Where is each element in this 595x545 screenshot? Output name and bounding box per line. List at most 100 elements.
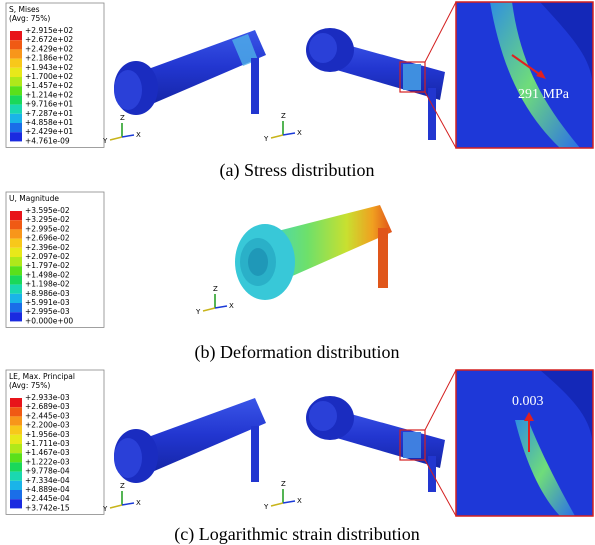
axis-arrow — [110, 137, 122, 140]
axis-arrow — [283, 501, 295, 503]
legend-band — [10, 77, 22, 86]
axis-label: X — [136, 499, 141, 507]
legend-band — [10, 105, 22, 114]
legend-label: +2.186e+02 — [25, 54, 73, 63]
legend-label: +1.222e-03 — [25, 457, 70, 466]
legend-band — [10, 490, 22, 499]
legend-label: +4.889e-04 — [25, 485, 70, 494]
legend-band — [10, 426, 22, 435]
strain-model-left — [114, 398, 266, 483]
legend-label: +9.716e+01 — [25, 100, 73, 109]
axis-label: X — [297, 129, 302, 137]
legend-label: +4.761e-09 — [25, 136, 70, 145]
legend-label: +2.445e-03 — [25, 411, 70, 420]
axis-arrow — [110, 505, 122, 508]
legend-title: S, Mises — [9, 5, 40, 14]
legend-band — [10, 257, 22, 266]
axis-arrow — [122, 135, 134, 137]
legend-label: +2.429e+01 — [25, 127, 73, 136]
legend-title: U, Magnitude — [9, 194, 59, 203]
legend-band — [10, 312, 22, 321]
legend-band — [10, 499, 22, 508]
axis-label: Z — [120, 114, 125, 122]
legend-title: (Avg: 75%) — [9, 14, 50, 23]
figure: 291 MPa 0.003 (a) Stress distribution (b… — [0, 0, 595, 545]
legend-band — [10, 407, 22, 416]
legend-label: +3.742e-15 — [25, 503, 70, 512]
legend-label: +2.429e+02 — [25, 44, 73, 53]
legend-title: LE, Max. Principal — [9, 372, 75, 381]
legend-label: +7.287e+01 — [25, 109, 73, 118]
legend-label: +1.457e+02 — [25, 81, 73, 90]
legend-band — [10, 114, 22, 123]
axis-label: Y — [102, 137, 108, 145]
axis-label: Y — [263, 135, 269, 143]
legend-label: +7.334e-04 — [25, 476, 70, 485]
axis-label: Y — [195, 308, 201, 316]
legend-band — [10, 435, 22, 444]
deformation-model — [235, 205, 392, 300]
stress-model-right — [306, 2, 456, 148]
legend-label: +2.445e-04 — [25, 494, 70, 503]
axis-label: Z — [281, 480, 286, 488]
legend-band — [10, 132, 22, 141]
legend-label: +1.214e+02 — [25, 90, 73, 99]
legend-label: +9.778e-04 — [25, 467, 70, 476]
legend-label: +2.396e-02 — [25, 243, 70, 252]
legend-label: +2.915e+02 — [25, 26, 73, 35]
legend-label: +2.097e-02 — [25, 252, 70, 261]
legend-band — [10, 211, 22, 220]
legend-label: +1.711e-03 — [25, 439, 70, 448]
legend-label: +1.956e-03 — [25, 430, 70, 439]
legend-label: +4.858e+01 — [25, 118, 73, 127]
legend-label: +1.700e+02 — [25, 72, 73, 81]
legend-band — [10, 472, 22, 481]
legend-band — [10, 49, 22, 58]
legend-band — [10, 481, 22, 490]
legend-band — [10, 453, 22, 462]
legend-label: +5.991e-03 — [25, 298, 70, 307]
legend-band — [10, 95, 22, 104]
legend-label: +8.986e-03 — [25, 289, 70, 298]
legend-band — [10, 266, 22, 275]
legend-title: (Avg: 75%) — [9, 381, 50, 390]
caption: (a) Stress distribution — [220, 160, 375, 181]
legend-band — [10, 285, 22, 294]
legend-band — [10, 248, 22, 257]
stress-annotation: 291 MPa — [518, 87, 570, 102]
legend-label: +3.295e-02 — [25, 215, 70, 224]
legend-band — [10, 416, 22, 425]
caption: (b) Deformation distribution — [195, 342, 400, 363]
axis-arrow — [271, 135, 283, 138]
legend-band — [10, 40, 22, 49]
legend-band — [10, 303, 22, 312]
axis-label: Z — [281, 112, 286, 120]
legend-band — [10, 220, 22, 229]
legend-band — [10, 462, 22, 471]
legend-label: +0.000e+00 — [25, 316, 73, 325]
legend-label: +2.689e-03 — [25, 402, 70, 411]
legend-label: +1.467e-03 — [25, 448, 70, 457]
strain-zoom — [456, 370, 593, 516]
legend-band — [10, 68, 22, 77]
legend-label: +1.198e-02 — [25, 280, 70, 289]
legend-band — [10, 123, 22, 132]
legend-label: +2.933e-03 — [25, 393, 70, 402]
axis-label: Z — [120, 482, 125, 490]
axis-arrow — [122, 503, 134, 505]
legend-label: +2.200e-03 — [25, 421, 70, 430]
axis-arrow — [283, 133, 295, 135]
caption: (c) Logarithmic strain distribution — [174, 524, 419, 545]
legend-label: +2.672e+02 — [25, 35, 73, 44]
legend-band — [10, 86, 22, 95]
legend-band — [10, 294, 22, 303]
stress-model-left — [114, 30, 266, 115]
legend-label: +1.498e-02 — [25, 270, 70, 279]
legend-band — [10, 229, 22, 238]
axis-label: Y — [263, 503, 269, 511]
axis-label: Z — [213, 285, 218, 293]
strain-annotation: 0.003 — [512, 394, 544, 409]
strain-model-right — [306, 370, 456, 516]
legend-band — [10, 59, 22, 68]
legend-label: +1.943e+02 — [25, 63, 73, 72]
